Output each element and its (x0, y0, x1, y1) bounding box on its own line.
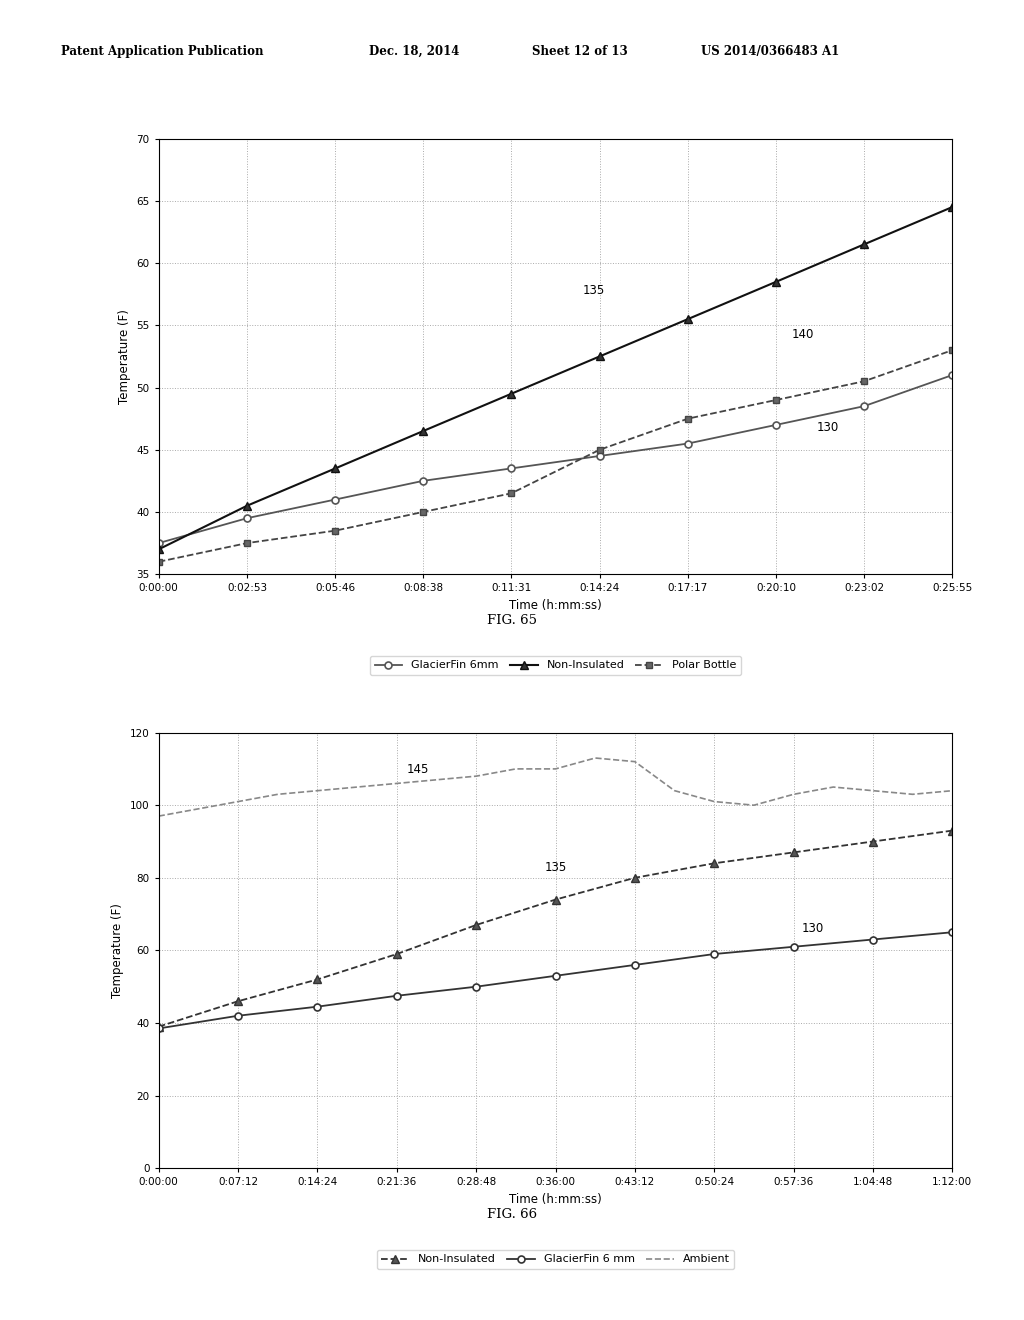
X-axis label: Time (h:mm:ss): Time (h:mm:ss) (509, 1193, 602, 1205)
Polar Bottle (594, 442, 606, 458)
Ambient (827, 779, 840, 795)
GlacierFin 6 mm (311, 999, 324, 1015)
Ambient (510, 760, 522, 776)
Legend: GlacierFin 6mm, Non-Insulated, Polar Bottle: GlacierFin 6mm, Non-Insulated, Polar Bot… (370, 656, 741, 675)
Non-Insulated (770, 273, 782, 289)
GlacierFin 6 mm (153, 1020, 165, 1036)
Ambient (906, 787, 919, 803)
Non-Insulated (153, 1019, 165, 1035)
Ambient (193, 801, 205, 817)
GlacierFin 6mm (682, 436, 694, 451)
Ambient (866, 783, 879, 799)
Ambient (748, 797, 760, 813)
Ambient (470, 768, 482, 784)
Ambient (669, 783, 681, 799)
Line: Non-Insulated: Non-Insulated (155, 203, 956, 553)
Text: FIG. 65: FIG. 65 (487, 614, 537, 627)
GlacierFin 6 mm (629, 957, 641, 973)
Text: US 2014/0366483 A1: US 2014/0366483 A1 (701, 45, 840, 58)
Non-Insulated (329, 461, 341, 477)
Y-axis label: Temperature (F): Temperature (F) (112, 903, 124, 998)
Ambient (311, 783, 324, 799)
GlacierFin 6 mm (470, 979, 482, 995)
Polar Bottle (153, 554, 165, 570)
Non-Insulated (417, 424, 429, 440)
Polar Bottle (241, 535, 253, 550)
Ambient (787, 787, 800, 803)
GlacierFin 6mm (594, 447, 606, 463)
Ambient (231, 793, 244, 809)
Non-Insulated (866, 834, 879, 850)
Line: GlacierFin 6mm: GlacierFin 6mm (156, 372, 955, 546)
Non-Insulated (231, 993, 244, 1008)
Ambient (153, 808, 165, 824)
Non-Insulated (311, 972, 324, 987)
Non-Insulated (241, 498, 253, 513)
Non-Insulated (390, 946, 402, 962)
Text: 130: 130 (802, 923, 824, 936)
GlacierFin 6mm (329, 491, 341, 507)
GlacierFin 6mm (770, 417, 782, 433)
Line: GlacierFin 6 mm: GlacierFin 6 mm (156, 929, 955, 1032)
Text: Patent Application Publication: Patent Application Publication (61, 45, 264, 58)
GlacierFin 6mm (241, 511, 253, 527)
Polar Bottle (505, 486, 517, 502)
Non-Insulated (709, 855, 721, 871)
Polar Bottle (417, 504, 429, 520)
Text: 140: 140 (792, 327, 814, 341)
Line: Non-Insulated: Non-Insulated (155, 826, 956, 1031)
Text: 135: 135 (545, 861, 566, 874)
GlacierFin 6mm (153, 535, 165, 550)
GlacierFin 6mm (417, 473, 429, 488)
GlacierFin 6mm (858, 399, 870, 414)
Non-Insulated (470, 917, 482, 933)
Polar Bottle (946, 342, 958, 358)
Text: Dec. 18, 2014: Dec. 18, 2014 (369, 45, 459, 58)
Text: Sheet 12 of 13: Sheet 12 of 13 (532, 45, 629, 58)
Line: Ambient: Ambient (159, 758, 952, 816)
Polar Bottle (858, 374, 870, 389)
Text: FIG. 66: FIG. 66 (487, 1208, 537, 1221)
Text: 135: 135 (583, 284, 604, 297)
Legend: Non-Insulated, GlacierFin 6 mm, Ambient: Non-Insulated, GlacierFin 6 mm, Ambient (377, 1250, 734, 1269)
Non-Insulated (549, 892, 561, 908)
Non-Insulated (682, 312, 694, 327)
X-axis label: Time (h:mm:ss): Time (h:mm:ss) (509, 599, 602, 611)
Polar Bottle (329, 523, 341, 539)
Ambient (589, 750, 601, 766)
Y-axis label: Temperature (F): Temperature (F) (118, 309, 131, 404)
Polar Bottle (770, 392, 782, 408)
Ambient (351, 779, 364, 795)
GlacierFin 6 mm (231, 1008, 244, 1024)
GlacierFin 6 mm (787, 939, 800, 954)
Ambient (946, 783, 958, 799)
Polar Bottle (682, 411, 694, 426)
Ambient (390, 776, 402, 792)
Non-Insulated (153, 541, 165, 557)
Ambient (709, 793, 721, 809)
GlacierFin 6 mm (946, 924, 958, 940)
Non-Insulated (946, 822, 958, 838)
GlacierFin 6 mm (866, 932, 879, 948)
Ambient (549, 760, 561, 776)
GlacierFin 6 mm (549, 968, 561, 983)
Ambient (430, 772, 442, 788)
Non-Insulated (858, 236, 870, 252)
GlacierFin 6mm (946, 367, 958, 383)
Text: 130: 130 (817, 421, 840, 434)
Line: Polar Bottle: Polar Bottle (156, 347, 955, 565)
GlacierFin 6 mm (709, 946, 721, 962)
GlacierFin 6 mm (390, 987, 402, 1003)
Non-Insulated (787, 845, 800, 861)
Ambient (271, 787, 284, 803)
Non-Insulated (946, 199, 958, 215)
Ambient (629, 754, 641, 770)
Non-Insulated (629, 870, 641, 886)
Text: 145: 145 (407, 763, 429, 776)
Non-Insulated (505, 385, 517, 401)
Non-Insulated (594, 348, 606, 364)
GlacierFin 6mm (505, 461, 517, 477)
